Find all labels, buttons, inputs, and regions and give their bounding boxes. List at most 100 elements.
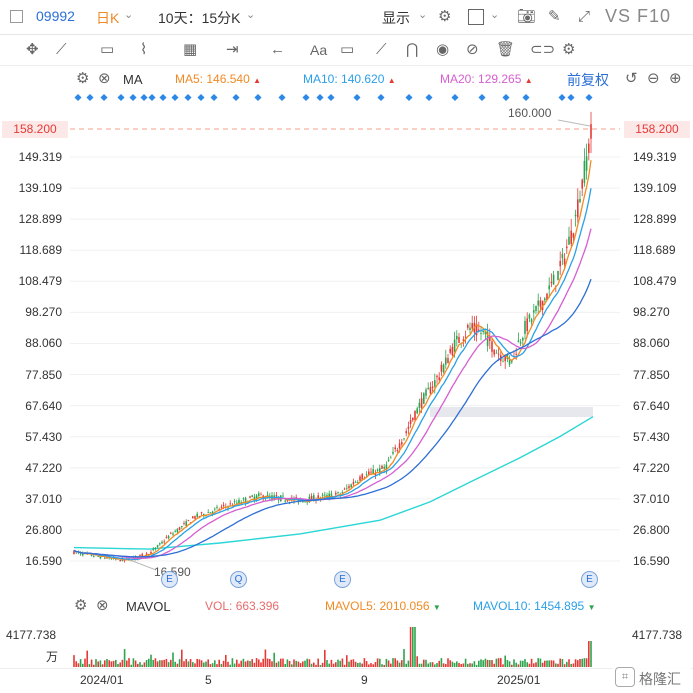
volume-bar (104, 660, 106, 667)
move-icon[interactable]: ✥ (26, 41, 39, 58)
event-marker-quarterly[interactable]: Q (230, 571, 247, 588)
volume-bar (189, 659, 192, 667)
lock-icon[interactable]: ⊘ (466, 41, 479, 58)
layout-square-icon[interactable] (468, 9, 484, 25)
event-marker-earnings[interactable]: E (581, 571, 598, 588)
pen-icon[interactable]: ✎ (548, 8, 561, 25)
zoom-in-icon[interactable]: ⊕ (669, 70, 682, 87)
chevron-down-icon[interactable]: ⌄ (246, 9, 256, 21)
chevron-down-icon[interactable]: ⌄ (490, 9, 500, 21)
candle-body (566, 246, 568, 249)
mavol-indicator-label[interactable]: MAVOL (126, 599, 171, 614)
candle-body (260, 494, 262, 496)
volume-bar (555, 663, 557, 667)
signal-dot (278, 93, 286, 102)
volume-bar (434, 664, 436, 667)
line-tool-icon[interactable]: ⟋ (56, 41, 67, 58)
signal-dot (302, 93, 310, 102)
panel-checkbox-icon[interactable] (10, 10, 23, 23)
candle-body (218, 509, 220, 511)
candle-body (73, 550, 75, 555)
event-marker-earnings[interactable]: E (334, 571, 351, 588)
volume-bar (161, 660, 163, 667)
ruler-icon[interactable]: ⟋ (376, 41, 387, 58)
fullscreen-icon[interactable]: ⤢ (578, 8, 591, 25)
volume-bar (326, 660, 328, 667)
high-price-marker: 160.000 (508, 106, 552, 120)
candle-body (379, 468, 381, 473)
candle-body (574, 214, 577, 217)
measure-tool-icon[interactable]: ⇥ (226, 41, 239, 58)
candle-body (405, 431, 407, 434)
volume-bar (214, 660, 216, 667)
close-icon[interactable]: ⊗ (96, 597, 109, 614)
stock-code[interactable]: 09992 (36, 8, 75, 24)
volume-bar (451, 661, 454, 667)
ma5-label: MA5: 146.540 ▲ (175, 72, 262, 86)
wave-tool-icon[interactable]: ⌇ (140, 41, 148, 58)
ma20-label-text: MA20: (440, 72, 475, 86)
ma-indicator-label[interactable]: MA (123, 72, 143, 87)
gear-icon[interactable]: ⚙ (438, 8, 452, 25)
period-selector[interactable]: 日K (96, 10, 120, 26)
settings-icon[interactable]: ⚙ (76, 70, 90, 87)
price-tick-label: 118.689 (19, 243, 63, 258)
candle-body (581, 179, 583, 189)
price-tick-label: 139.109 (633, 181, 677, 196)
candle-body (392, 451, 394, 454)
signal-dot (377, 93, 385, 102)
volume-bar (504, 655, 506, 667)
volume-chart[interactable] (0, 620, 693, 668)
candle-body (321, 494, 324, 496)
display-menu[interactable]: 显示 (382, 10, 410, 26)
reset-icon[interactable]: ↺ (625, 70, 638, 87)
trash-icon[interactable]: 🗑︎ (496, 41, 516, 58)
event-marker-earnings[interactable]: E (161, 571, 178, 588)
ma5-value: 146.540 (206, 72, 250, 86)
candle-body (343, 488, 346, 490)
comment-tool-icon[interactable]: ▭ (340, 41, 355, 58)
chevron-down-icon[interactable]: ⌄ (124, 9, 134, 21)
compare-button[interactable]: VS F10 (605, 6, 672, 26)
magnet-icon[interactable]: ⋂ (406, 41, 419, 58)
text-tool-icon[interactable]: Aa (310, 42, 328, 58)
rect-tool-icon[interactable]: ▭ (100, 41, 115, 58)
volume-bar (535, 662, 537, 667)
range-selector[interactable]: 10天：15分K (158, 10, 241, 26)
hide-icon[interactable]: ◉ (436, 41, 450, 58)
settings-icon[interactable]: ⚙ (74, 597, 88, 614)
candle-body (394, 447, 396, 450)
candle-body (559, 260, 561, 267)
settings-icon[interactable]: ⚙ (562, 41, 576, 58)
candle-body (196, 513, 198, 517)
candle-body (469, 327, 471, 330)
candle-body (324, 494, 326, 496)
candle-body (328, 493, 330, 499)
volume-bars (73, 627, 592, 667)
volume-bar (187, 661, 190, 667)
close-icon[interactable]: ⊗ (98, 70, 111, 87)
watermark-logo-icon: ⌗ (615, 667, 635, 687)
volume-bar (385, 658, 388, 667)
fib-tool-icon[interactable]: ▦ (183, 41, 198, 58)
x-axis: 2024/01 5 9 2025/01 (0, 668, 693, 693)
volume-bar (482, 660, 484, 667)
volume-bar (277, 661, 280, 667)
zoom-out-icon[interactable]: ⊖ (647, 70, 660, 87)
price-tick-label: 108.479 (18, 274, 62, 289)
link-icon[interactable]: ⊂⊃ (530, 41, 556, 58)
adjust-selector[interactable]: 前复权 (567, 72, 609, 88)
candle-body (535, 305, 537, 312)
arrow-tool-icon[interactable]: ← (270, 41, 285, 58)
volume-bar (297, 661, 300, 667)
volume-bar (513, 659, 515, 667)
candle-body (539, 300, 542, 307)
chevron-down-icon[interactable]: ⌄ (418, 9, 428, 21)
price-chart[interactable] (0, 90, 693, 590)
volume-bar (425, 659, 427, 667)
candle-body (172, 533, 174, 535)
camera-icon[interactable]: 📷︎ (517, 8, 537, 25)
candle-body (515, 353, 517, 355)
signal-dot (254, 93, 262, 102)
volume-bar (486, 659, 489, 667)
